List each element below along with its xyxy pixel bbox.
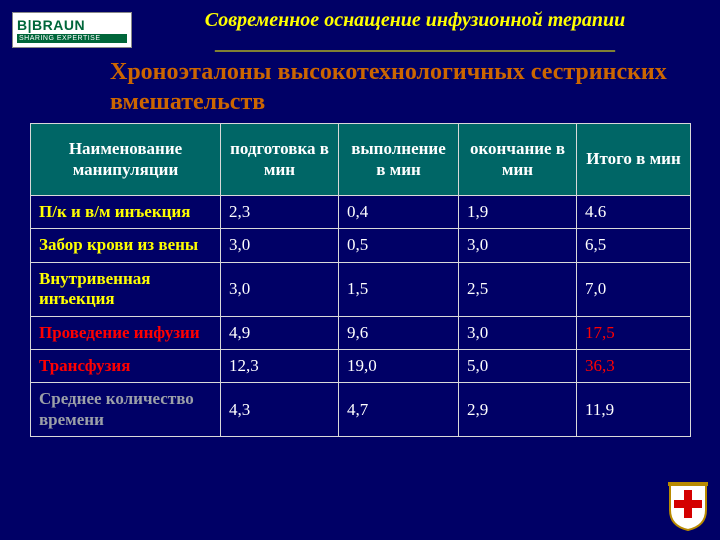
row-value-cell: 0,4: [339, 196, 459, 229]
row-name-cell: Среднее количество времени: [31, 383, 221, 437]
row-value-cell: 12,3: [221, 349, 339, 382]
row-name-cell: Внутривенная инъекция: [31, 262, 221, 316]
table-header-row: Наименование манипуляции подготовка в ми…: [31, 124, 691, 196]
row-name-cell: Трансфузия: [31, 349, 221, 382]
col-header: Наименование манипуляции: [31, 124, 221, 196]
row-value-cell: 5,0: [459, 349, 577, 382]
row-value-cell: 7,0: [577, 262, 691, 316]
row-value-cell: 3,0: [459, 229, 577, 262]
row-value-cell: 4,7: [339, 383, 459, 437]
table-row: П/к и в/м инъекция2,30,41,94.6: [31, 196, 691, 229]
logo-tagline: SHARING EXPERTISE: [17, 34, 127, 43]
chrono-table: Наименование манипуляции подготовка в ми…: [30, 123, 691, 437]
row-value-cell: 36,3: [577, 349, 691, 382]
row-name-cell: Забор крови из вены: [31, 229, 221, 262]
row-name-cell: П/к и в/м инъекция: [31, 196, 221, 229]
row-value-cell: 4,3: [221, 383, 339, 437]
col-header: Итого в мин: [577, 124, 691, 196]
row-value-cell: 17,5: [577, 316, 691, 349]
red-cross-emblem-icon: [666, 480, 710, 532]
table-row: Проведение инфузии4,99,63,017,5: [31, 316, 691, 349]
row-value-cell: 2,9: [459, 383, 577, 437]
logo-badge: B|BRAUN SHARING EXPERTISE: [12, 12, 132, 48]
row-name-cell: Проведение инфузии: [31, 316, 221, 349]
col-header: окончание в мин: [459, 124, 577, 196]
row-value-cell: 1,9: [459, 196, 577, 229]
table-row: Забор крови из вены3,00,53,06,5: [31, 229, 691, 262]
row-value-cell: 4,9: [221, 316, 339, 349]
row-value-cell: 0,5: [339, 229, 459, 262]
row-value-cell: 3,0: [459, 316, 577, 349]
col-header: выполнение в мин: [339, 124, 459, 196]
col-header: подготовка в мин: [221, 124, 339, 196]
row-value-cell: 2,3: [221, 196, 339, 229]
slide-subtitle: Хроноэталоны высокотехнологичных сестрин…: [0, 53, 720, 123]
row-value-cell: 3,0: [221, 262, 339, 316]
row-value-cell: 9,6: [339, 316, 459, 349]
row-value-cell: 1,5: [339, 262, 459, 316]
table-row: Трансфузия12,319,05,036,3: [31, 349, 691, 382]
row-value-cell: 4.6: [577, 196, 691, 229]
row-value-cell: 19,0: [339, 349, 459, 382]
row-value-cell: 11,9: [577, 383, 691, 437]
row-value-cell: 2,5: [459, 262, 577, 316]
row-value-cell: 3,0: [221, 229, 339, 262]
logo-brand: B|BRAUN: [17, 18, 127, 32]
table-row: Внутривенная инъекция3,01,52,57,0: [31, 262, 691, 316]
row-value-cell: 6,5: [577, 229, 691, 262]
table-row: Среднее количество времени4,34,72,911,9: [31, 383, 691, 437]
